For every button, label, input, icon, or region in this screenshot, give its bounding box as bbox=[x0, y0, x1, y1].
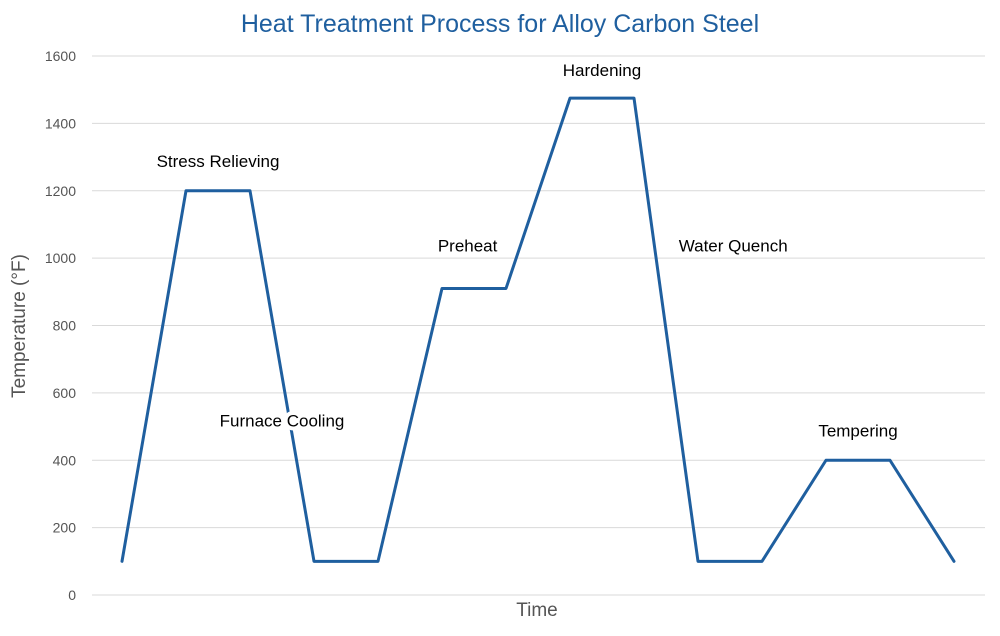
annotation-label: Preheat bbox=[438, 236, 498, 255]
annotations: Stress Relieving Furnace Cooling Preheat Ha… bbox=[157, 61, 898, 440]
series-line bbox=[120, 96, 956, 563]
y-tick-label: 1000 bbox=[45, 250, 76, 266]
y-tick-label: 400 bbox=[53, 452, 77, 468]
y-tick-label: 1600 bbox=[45, 48, 76, 64]
series-layer bbox=[120, 96, 956, 563]
y-tick-label: 200 bbox=[53, 520, 77, 536]
annotation-label: Furnace Cooling bbox=[220, 412, 345, 431]
y-tick-label: 0 bbox=[68, 587, 76, 603]
annotation-label: Tempering bbox=[818, 422, 897, 441]
chart-title: Heat Treatment Process for Alloy Carbon … bbox=[241, 10, 759, 38]
gridlines bbox=[92, 55, 985, 596]
y-tick-label: 1400 bbox=[45, 115, 76, 131]
y-axis-ticks: 0 200 400 600 800 1000 1200 1400 1600 bbox=[45, 48, 76, 603]
y-tick-label: 800 bbox=[53, 318, 77, 334]
annotation-label: Water Quench bbox=[679, 236, 788, 255]
x-axis-label: Time bbox=[516, 600, 558, 621]
annotation-label: Hardening bbox=[563, 61, 641, 80]
annotation-label: Stress Relieving bbox=[157, 152, 280, 171]
y-tick-label: 600 bbox=[53, 385, 77, 401]
y-axis-label: Temperature (°F) bbox=[9, 254, 30, 398]
y-tick-label: 1200 bbox=[45, 183, 76, 199]
